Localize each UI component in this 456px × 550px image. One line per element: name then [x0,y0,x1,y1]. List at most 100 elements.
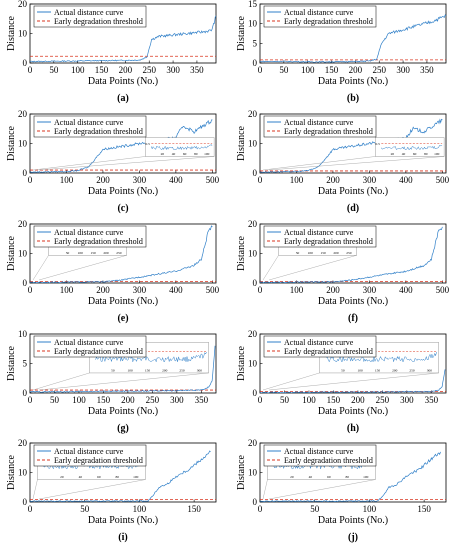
x-axis-title: Data Points (No.) [318,186,388,197]
panel-label: (d) [347,203,359,214]
y-tick-label: 0 [23,168,28,178]
legend-label-threshold: Early degradation threshold [54,127,143,136]
legend-label-threshold: Early degradation threshold [284,347,373,356]
inset-x-tick-label: 250 [116,251,122,255]
inset-connector [268,255,357,281]
x-tick-label: 0 [258,175,263,185]
y-axis-title: Distance [236,125,247,161]
legend-box [33,225,147,248]
inset-x-tick-label: 250 [346,251,352,255]
legend-label-threshold: Early degradation threshold [284,456,373,465]
x-tick-label: 200 [96,175,110,185]
inset-x-tick-label: 20 [290,475,294,479]
inset-x-tick-label: 40 [309,475,313,479]
y-tick-label: 0 [23,388,28,398]
x-axis-title: Data Points (No.) [318,76,388,87]
inset-connector [262,255,279,281]
x-tick-label: 50 [310,504,320,514]
panel-label: (h) [347,423,359,434]
y-axis-title: Distance [236,345,247,381]
inset-series-line [325,351,437,363]
y-tick-label: 0 [253,278,258,288]
series-line-actual [29,119,213,174]
legend-box [33,5,147,28]
x-tick-label: 200 [351,395,365,405]
y-axis-title: Distance [236,235,247,271]
x-tick-label: 500 [206,285,220,295]
x-tick-label: 0 [28,65,33,75]
inset-x-tick-label: 200 [103,251,109,255]
y-tick-label: 20 [18,109,28,119]
inset-x-tick-label: 100 [128,368,134,372]
x-tick-label: 0 [258,395,263,405]
inset-x-tick-label: 60 [183,152,187,156]
series-line-actual [29,225,213,284]
inset-x-tick-label: 150 [321,251,327,255]
inset-x-tick-label: 60 [327,475,331,479]
inset-x-tick-label: 100 [78,251,84,255]
legend-label-actual: Actual distance curve [54,228,124,237]
y-tick-label: 0 [253,58,258,68]
legend-label-threshold: Early degradation threshold [284,17,373,26]
chart-panel-f: 0 100 200 300 400 500 0 10 20 Data Points (No.) Di… [236,219,450,324]
inset-connector [268,479,376,500]
inset-x-tick-label: 20 [60,475,64,479]
inset-zoom: 0.5 20 40 60 80 100 [262,137,445,171]
x-tick-label: 150 [325,65,339,75]
legend-label-threshold: Early degradation threshold [54,237,143,246]
x-tick-label: 0 [28,395,33,405]
inset-connector [38,156,215,171]
inset-x-tick-label: 100 [133,475,139,479]
x-tick-label: 100 [302,395,316,405]
legend-box [263,5,377,28]
chart-panel-h: 0 50 100 150 200 250 300 350 0 10 20 Data Points (N… [236,329,447,434]
panel-label: (i) [118,532,127,543]
inset-x-tick-label: 20 [391,152,395,156]
y-tick-label: 5 [23,359,28,369]
chart-panel-g: 0 50 100 150 200 250 300 350 0 5 10 Data Points (No… [6,329,217,434]
legend-label-actual: Actual distance curve [284,338,354,347]
series-line-actual [29,15,217,63]
inset-x-tick-label: 80 [116,475,120,479]
legend-box [263,335,377,358]
x-tick-label: 300 [400,395,414,405]
x-tick-label: 100 [60,285,74,295]
x-tick-label: 300 [363,285,377,295]
inset-connector [38,255,127,281]
x-tick-label: 400 [399,285,413,295]
y-tick-label: 15 [248,0,258,9]
inset-x-tick-label: 100 [363,475,369,479]
x-tick-label: 150 [97,395,111,405]
inset-x-tick-label: 100 [434,152,440,156]
y-tick-label: 10 [18,139,28,149]
x-tick-label: 300 [363,175,377,185]
legend-label-threshold: Early degradation threshold [54,347,143,356]
y-tick-label: 20 [248,438,258,448]
y-tick-label: 0 [253,497,258,507]
inset-connector [32,479,38,500]
x-tick-label: 400 [169,285,183,295]
x-tick-label: 350 [420,65,434,75]
inset-connector [262,156,376,171]
inset-y-tick-label: 0.5 [145,142,150,146]
inset-x-tick-label: 50 [66,251,70,255]
x-tick-label: 100 [72,395,86,405]
x-axis-title: Data Points (No.) [318,515,388,526]
y-tick-label: 0 [23,497,28,507]
x-tick-label: 100 [60,175,74,185]
x-tick-label: 300 [133,175,147,185]
x-tick-label: 0 [28,285,33,295]
x-tick-label: 100 [290,175,304,185]
legend-box [263,444,377,467]
inset-x-tick-label: 80 [194,152,198,156]
